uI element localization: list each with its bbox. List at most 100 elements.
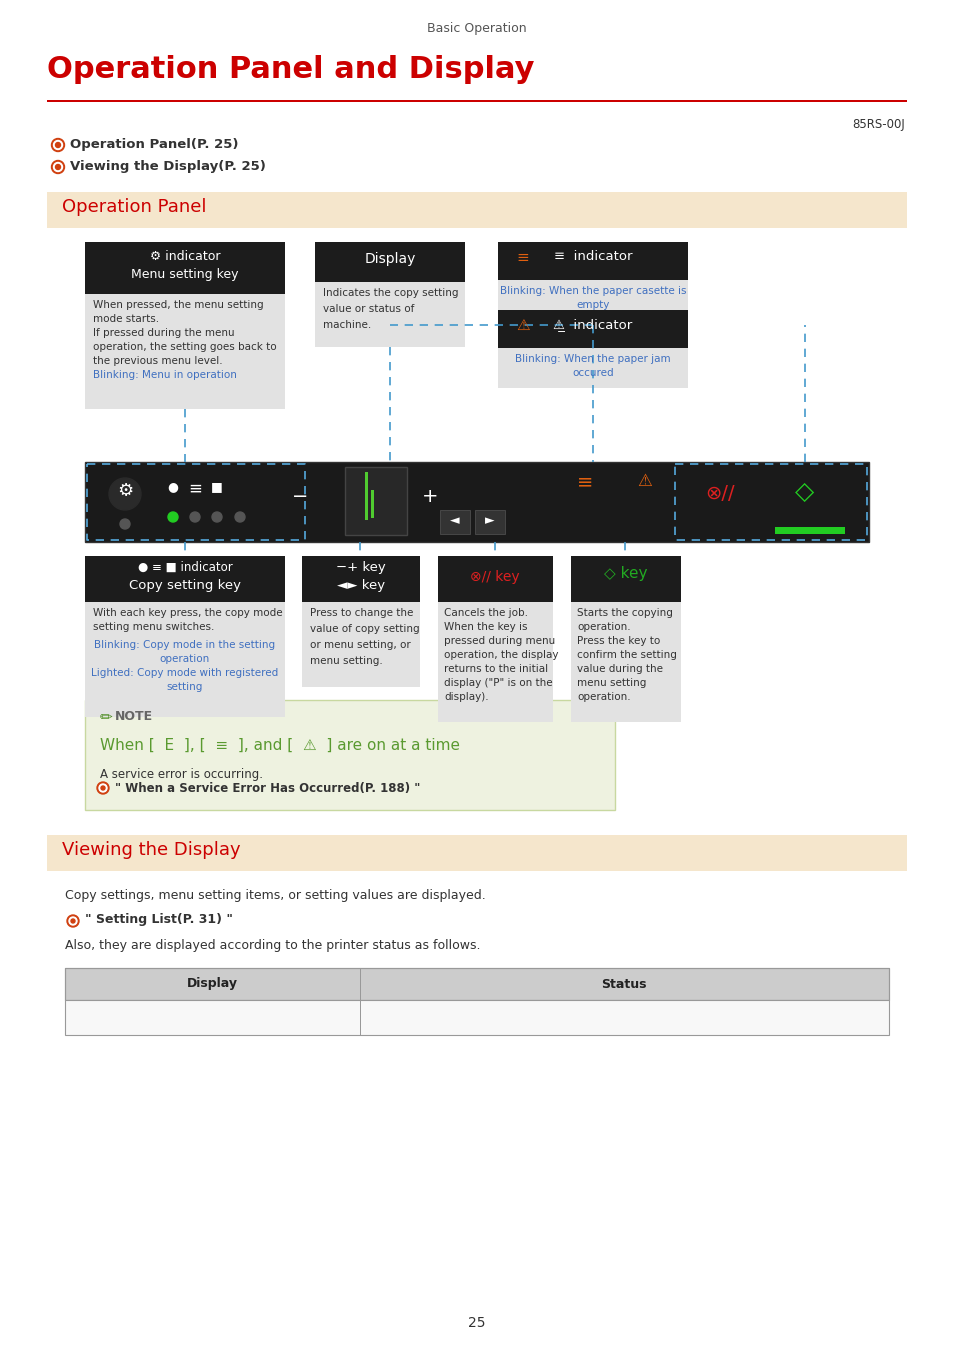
Text: 85RS-00J: 85RS-00J: [851, 117, 904, 131]
Bar: [85, 462, 868, 541]
Text: Copy settings, menu setting items, or setting values are displayed.: Copy settings, menu setting items, or se…: [65, 890, 485, 902]
Text: ≡: ≡: [577, 472, 593, 491]
Circle shape: [51, 139, 65, 151]
Text: ►: ►: [485, 514, 495, 526]
Text: ⚙: ⚙: [117, 482, 132, 500]
Text: ◄► key: ◄► key: [336, 579, 385, 593]
Text: " Setting List(P. 31) ": " Setting List(P. 31) ": [85, 913, 233, 926]
Circle shape: [99, 784, 107, 792]
Text: If pressed during the menu: If pressed during the menu: [92, 328, 234, 338]
Bar: [475, 510, 504, 535]
Text: Blinking: Menu in operation: Blinking: Menu in operation: [92, 370, 236, 379]
Bar: [85, 556, 285, 602]
Text: Status: Status: [600, 977, 646, 991]
Text: returns to the initial: returns to the initial: [443, 664, 548, 674]
Text: setting: setting: [167, 682, 203, 693]
Circle shape: [190, 512, 200, 522]
Text: ⚙ indicator: ⚙ indicator: [150, 250, 220, 263]
Text: ■: ■: [211, 481, 223, 493]
Text: display).: display).: [443, 693, 488, 702]
Bar: [65, 968, 888, 1000]
Text: Blinking: When the paper casette is: Blinking: When the paper casette is: [499, 286, 685, 296]
Bar: [302, 602, 419, 687]
Text: −+ key: −+ key: [335, 562, 385, 574]
Text: Operation Panel(P. 25): Operation Panel(P. 25): [70, 138, 238, 151]
Text: −: −: [292, 487, 308, 506]
Text: ✏: ✏: [100, 710, 112, 725]
Circle shape: [120, 518, 130, 529]
Bar: [314, 282, 464, 347]
Text: Lighted: Copy mode with registered: Lighted: Copy mode with registered: [91, 668, 278, 678]
Text: ≡  indicator: ≡ indicator: [553, 250, 632, 263]
Text: ◄: ◄: [450, 514, 459, 526]
Text: machine.: machine.: [323, 320, 371, 329]
Text: operation, the display: operation, the display: [443, 649, 558, 660]
Text: ⚠̲  indicator: ⚠̲ indicator: [553, 319, 632, 331]
Text: A service error is occurring.: A service error is occurring.: [100, 768, 263, 782]
Text: When pressed, the menu setting: When pressed, the menu setting: [92, 300, 263, 310]
Bar: [85, 242, 285, 294]
Bar: [497, 242, 687, 279]
Bar: [497, 279, 687, 325]
Circle shape: [53, 140, 63, 150]
Bar: [47, 836, 906, 871]
Bar: [359, 968, 360, 1000]
Bar: [571, 556, 680, 602]
Text: mode starts.: mode starts.: [92, 315, 159, 324]
Text: Blinking: When the paper jam: Blinking: When the paper jam: [515, 354, 670, 364]
Bar: [302, 556, 419, 602]
Text: Viewing the Display(P. 25): Viewing the Display(P. 25): [70, 161, 266, 173]
Circle shape: [109, 478, 141, 510]
Bar: [85, 294, 285, 409]
Text: ⊗// key: ⊗// key: [470, 570, 519, 585]
Text: value or status of: value or status of: [323, 304, 414, 315]
Text: confirm the setting: confirm the setting: [577, 649, 677, 660]
Text: the previous menu level.: the previous menu level.: [92, 356, 222, 366]
Text: ⚠: ⚠: [637, 472, 652, 490]
Text: When the key is: When the key is: [443, 622, 527, 632]
Text: operation, the setting goes back to: operation, the setting goes back to: [92, 342, 276, 352]
Bar: [85, 602, 285, 717]
Text: occured: occured: [572, 369, 613, 378]
Text: ● ≡ ■ indicator: ● ≡ ■ indicator: [137, 562, 233, 574]
Bar: [571, 602, 680, 722]
Text: operation.: operation.: [577, 693, 630, 702]
Bar: [314, 242, 464, 282]
Text: " When a Service Error Has Occurred(P. 188) ": " When a Service Error Has Occurred(P. 1…: [115, 782, 420, 795]
Text: ⚠: ⚠: [516, 319, 529, 333]
Bar: [497, 348, 687, 387]
Text: Press the key to: Press the key to: [577, 636, 659, 647]
Bar: [47, 192, 906, 228]
Text: Press to change the: Press to change the: [310, 608, 413, 618]
Circle shape: [67, 915, 79, 927]
Text: value of copy setting: value of copy setting: [310, 624, 419, 634]
Text: Display: Display: [364, 252, 416, 266]
Text: Cancels the job.: Cancels the job.: [443, 608, 527, 618]
Text: With each key press, the copy mode: With each key press, the copy mode: [92, 608, 282, 618]
Text: ◇ key: ◇ key: [603, 566, 647, 580]
Text: ◇: ◇: [795, 481, 814, 504]
Text: ≡: ≡: [517, 250, 529, 265]
Text: ●: ●: [168, 481, 178, 493]
Text: display ("P" is on the: display ("P" is on the: [443, 678, 552, 688]
Text: operation.: operation.: [577, 622, 630, 632]
Text: Operation Panel: Operation Panel: [62, 198, 206, 216]
Bar: [497, 310, 687, 348]
Bar: [47, 100, 906, 103]
Bar: [65, 1000, 888, 1035]
Circle shape: [55, 143, 60, 147]
Circle shape: [51, 161, 65, 174]
Circle shape: [55, 165, 60, 170]
Text: +: +: [421, 487, 437, 506]
Circle shape: [168, 512, 178, 522]
Circle shape: [212, 512, 222, 522]
Text: Operation Panel and Display: Operation Panel and Display: [47, 55, 534, 84]
Circle shape: [97, 782, 109, 794]
Text: ≡: ≡: [188, 481, 202, 498]
Bar: [437, 602, 553, 722]
Text: NOTE: NOTE: [115, 710, 153, 724]
Text: operation: operation: [160, 653, 210, 664]
Text: Starts the copying: Starts the copying: [577, 608, 672, 618]
Text: menu setting: menu setting: [577, 678, 646, 688]
Text: value during the: value during the: [577, 664, 662, 674]
